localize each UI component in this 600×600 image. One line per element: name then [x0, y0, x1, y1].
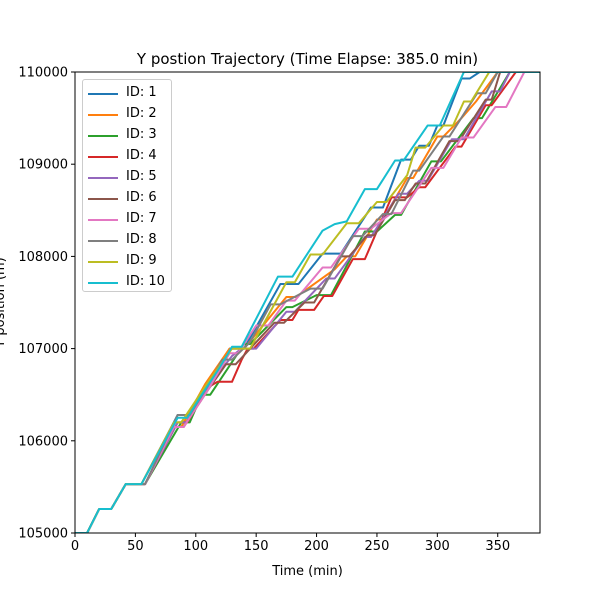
legend-item: ID: 3 [83, 125, 171, 146]
series-line-id-10 [75, 72, 540, 533]
legend-label: ID: 3 [126, 127, 157, 142]
series-layer [75, 72, 540, 533]
legend-item: ID: 8 [83, 230, 171, 251]
y-tick-label: 108000 [18, 250, 68, 265]
y-tick-label: 107000 [18, 342, 68, 357]
x-axis-label: Time (min) [271, 564, 343, 579]
x-tick-label: 150 [244, 539, 269, 554]
legend-item: ID: 2 [83, 104, 171, 125]
legend-item: ID: 10 [83, 272, 171, 293]
legend-label: ID: 5 [126, 169, 157, 184]
y-tick-label: 109000 [18, 158, 68, 173]
legend-item: ID: 1 [83, 83, 171, 104]
legend-swatch [88, 93, 118, 95]
x-tick-label: 300 [425, 539, 450, 554]
legend-label: ID: 2 [126, 106, 157, 121]
legend-swatch [88, 156, 118, 158]
plot-frame [74, 71, 541, 534]
legend: ID: 1 ID: 2 ID: 3 ID: 4 ID: 5 ID: 6 ID: 7 ID: 8… [82, 79, 172, 292]
legend-label: ID: 9 [126, 253, 157, 268]
legend-swatch [88, 282, 118, 284]
legend-item: ID: 5 [83, 167, 171, 188]
y-tick-label: 106000 [18, 434, 68, 449]
legend-item: ID: 4 [83, 146, 171, 167]
y-tick-label: 105000 [18, 527, 68, 542]
x-tick-label: 200 [304, 539, 329, 554]
legend-swatch [88, 135, 118, 137]
legend-swatch [88, 261, 118, 263]
legend-swatch [88, 240, 118, 242]
legend-swatch [88, 219, 118, 221]
legend-item: ID: 7 [83, 209, 171, 230]
x-tick-label: 250 [365, 539, 390, 554]
x-tick-label: 50 [127, 539, 144, 554]
legend-label: ID: 6 [126, 190, 157, 205]
y-tick-label: 110000 [18, 66, 68, 81]
legend-swatch [88, 114, 118, 116]
x-tick-label: 350 [485, 539, 510, 554]
legend-label: ID: 8 [126, 232, 157, 247]
legend-label: ID: 10 [126, 274, 165, 289]
x-tick-label: 100 [183, 539, 208, 554]
axes-layer: 0 50 100 150 200 250 300 350 105000 106000 107000 1… [18, 66, 541, 554]
legend-item: ID: 9 [83, 251, 171, 272]
legend-label: ID: 7 [126, 211, 157, 226]
legend-label: ID: 1 [126, 85, 157, 100]
x-tick-label: 0 [71, 539, 79, 554]
legend-label: ID: 4 [126, 148, 157, 163]
legend-swatch [88, 198, 118, 200]
chart-title: Y postion Trajectory (Time Elapse: 385.0… [136, 50, 478, 68]
y-axis-label: Y position (m) [0, 257, 8, 349]
legend-item: ID: 6 [83, 188, 171, 209]
legend-swatch [88, 177, 118, 179]
